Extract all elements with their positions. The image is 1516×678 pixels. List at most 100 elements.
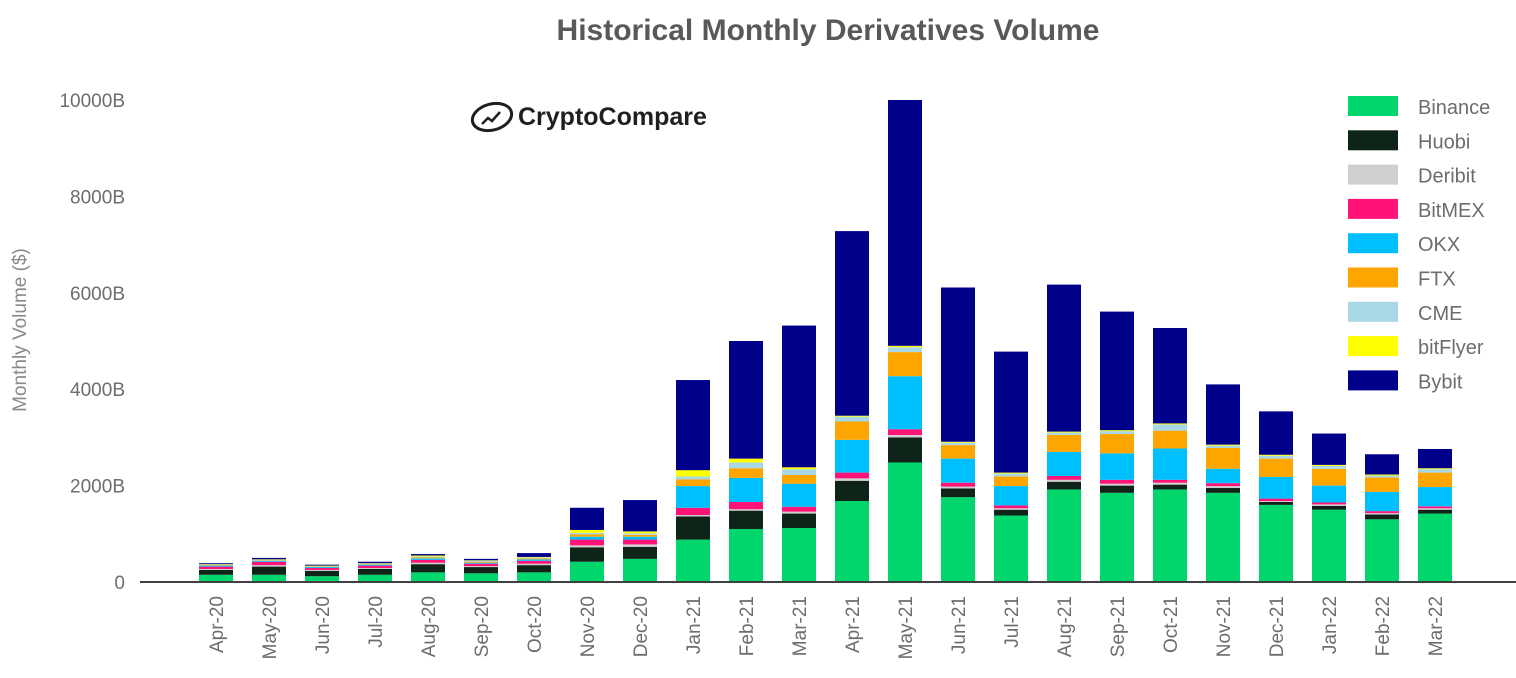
bar-segment-bitmex <box>676 507 710 516</box>
x-tick-label: Sep-20 <box>472 596 493 657</box>
bar-segment-bitmex <box>305 568 339 570</box>
bar-segment-ftx <box>1206 448 1240 469</box>
bar-segment-binance <box>835 501 869 582</box>
bar-segment-ftx <box>1047 434 1081 452</box>
legend-label-huobi: Huobi <box>1418 131 1470 153</box>
bar-segment-okx <box>1259 476 1293 499</box>
bar-segment-bitmex <box>994 505 1028 509</box>
bar-segment-bitflyer <box>729 458 763 463</box>
bar-segment-cme <box>1312 465 1346 469</box>
bar-segment-ftx <box>623 534 657 537</box>
bar-segment-bybit <box>358 561 392 564</box>
y-axis-title-group: Monthly Volume ($) <box>10 248 31 412</box>
bar-segment-bybit <box>1047 284 1081 432</box>
x-tick-label: Mar-22 <box>1426 596 1447 656</box>
bar-segment-binance <box>994 515 1028 582</box>
x-tick: Jun-21 <box>949 596 970 654</box>
bar-segment-okx <box>1047 451 1081 476</box>
bar-segment-cme <box>782 469 816 475</box>
bar-segment-cme <box>888 347 922 353</box>
bar-segment-binance <box>411 572 445 582</box>
x-tick-label: Nov-21 <box>1214 596 1235 657</box>
bar-segment-bitflyer <box>570 529 604 533</box>
bar-segment-deribit <box>305 569 339 571</box>
x-tick-label: May-21 <box>896 596 917 659</box>
bar-segment-okx <box>1418 487 1452 507</box>
bar-segment-deribit <box>517 563 551 566</box>
bar-segment-huobi <box>1206 488 1240 493</box>
x-tick: May-21 <box>896 596 917 659</box>
bar-segment-huobi <box>358 568 392 575</box>
bar-segment-binance <box>1259 504 1293 582</box>
bar-segment-bybit <box>1312 433 1346 465</box>
bar-segment-bitmex <box>199 566 233 569</box>
bar-segment-bitflyer <box>1047 431 1081 433</box>
bar-segment-okx <box>1153 448 1187 480</box>
x-tick-label: Jan-21 <box>684 596 705 654</box>
bar-segment-binance <box>464 573 498 582</box>
bar-segment-okx <box>411 558 445 560</box>
legend-label-deribit: Deribit <box>1418 166 1476 188</box>
x-tick-label: Aug-20 <box>419 596 440 657</box>
bar-segment-bitmex <box>358 565 392 569</box>
x-axis: Apr-20 May-20 Jun-20 Jul-20 Aug-20 Sep-20 Oct-… <box>207 596 1447 659</box>
bar-segment-huobi <box>1100 485 1134 493</box>
bar-segment-binance <box>729 528 763 582</box>
bar-segment-ftx <box>1418 472 1452 488</box>
bar-segment-ftx <box>1365 477 1399 492</box>
logo-chart-icon <box>481 111 501 125</box>
x-tick: Aug-21 <box>1055 596 1076 657</box>
bar-segment-bitflyer <box>782 467 816 470</box>
bar-segment-bitmex <box>517 560 551 564</box>
bar-segment-binance <box>252 574 286 582</box>
legend-label-bitmex: BitMEX <box>1418 200 1485 222</box>
x-tick-label: Sep-21 <box>1108 596 1129 657</box>
bar-segment-deribit <box>570 545 604 548</box>
legend-swatch-bybit <box>1348 370 1398 391</box>
x-tick-label: Jun-21 <box>949 596 970 654</box>
bar-segment-cme <box>1418 469 1452 473</box>
bar-segment-huobi <box>305 570 339 577</box>
bar-segment-bitflyer <box>411 555 445 557</box>
bar-segment-okx <box>729 477 763 502</box>
x-tick: Sep-21 <box>1108 596 1129 657</box>
bar-segment-bitmex <box>1206 483 1240 487</box>
x-tick-label: Feb-21 <box>737 596 758 656</box>
bar-segment-deribit <box>1365 513 1399 515</box>
bar-segment-bybit <box>1259 411 1293 455</box>
logo-icon <box>470 101 514 133</box>
bar-segment-bitmex <box>1418 506 1452 509</box>
bar-segment-deribit <box>729 509 763 511</box>
bar-segment-ftx <box>941 445 975 459</box>
x-tick: Jan-22 <box>1320 596 1341 654</box>
x-tick: Jun-20 <box>313 596 334 654</box>
bar-segment-ftx <box>994 476 1028 487</box>
bar-segment-bitmex <box>888 429 922 435</box>
bar-segment-huobi <box>570 547 604 562</box>
bar-segment-huobi <box>411 564 445 573</box>
bar-segment-cme <box>1100 431 1134 435</box>
bar-segment-deribit <box>1153 482 1187 485</box>
bar-segment-ftx <box>517 558 551 560</box>
y-tick-label: 4000B <box>70 380 125 401</box>
bar-segment-bitmex <box>729 501 763 510</box>
bar-segment-binance <box>1365 519 1399 582</box>
x-tick-label: Aug-21 <box>1055 596 1076 657</box>
bar-segment-huobi <box>1153 484 1187 490</box>
bar-segment-bitmex <box>1365 511 1399 514</box>
bar-segment-bitmex <box>941 482 975 487</box>
bar-segment-bybit <box>835 231 869 416</box>
bar-segment-bitmex <box>1259 498 1293 502</box>
bar-segment-bitmex <box>1312 502 1346 505</box>
x-tick-label: May-20 <box>260 596 281 659</box>
x-tick: Feb-21 <box>737 596 758 656</box>
legend-label-bitflyer: bitFlyer <box>1418 337 1484 359</box>
bar-segment-bybit <box>941 287 975 442</box>
bar-segment-binance <box>623 558 657 582</box>
bar-segment-bitmex <box>570 539 604 546</box>
bar-segment-bybit <box>1206 384 1240 445</box>
bar-segment-okx <box>888 376 922 430</box>
bar-segment-cme <box>1153 424 1187 431</box>
x-tick-label: Oct-20 <box>525 596 546 653</box>
